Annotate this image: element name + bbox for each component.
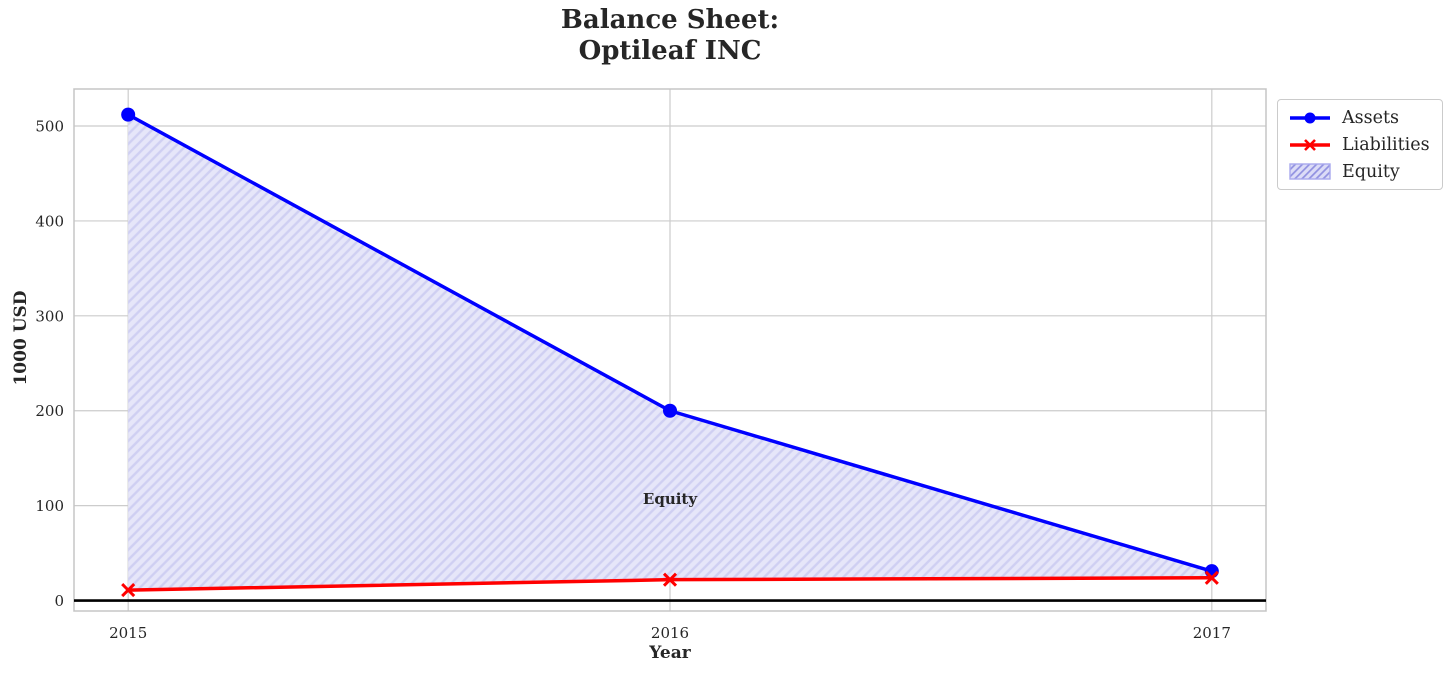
plot-border (73, 88, 1267, 612)
chart-title-line2: Optileaf INC (578, 36, 762, 66)
y-tick-label: 500 (35, 118, 64, 136)
y-tick-label: 400 (35, 212, 64, 230)
legend-label-equity: Equity (1342, 161, 1400, 182)
x-tick-label: 2016 (651, 624, 689, 642)
legend-sample-equity (1289, 162, 1331, 180)
liabilities-marker (1204, 570, 1219, 585)
legend-label-liabilities: Liabilities (1342, 134, 1430, 155)
legend-item-equity: Equity (1288, 159, 1432, 184)
assets-marker (121, 107, 136, 122)
legend: Assets Liabilities Equity (1277, 99, 1443, 190)
legend-item-assets: Assets (1288, 105, 1432, 130)
legend-sample-assets (1290, 112, 1330, 123)
x-axis-label: Year (649, 643, 691, 663)
legend-item-liabilities: Liabilities (1288, 132, 1432, 157)
x-tick-label: 2015 (109, 624, 147, 642)
chart-title-line1: Balance Sheet: (560, 5, 780, 35)
liabilities-marker (662, 572, 678, 587)
y-tick-label: 100 (35, 497, 64, 515)
legend-sample-liabilities (1290, 138, 1330, 151)
y-axis-label: 1000 USD (11, 290, 31, 386)
chart-title: Balance Sheet: Optileaf INC (74, 5, 1266, 67)
legend-label-assets: Assets (1342, 107, 1399, 128)
y-tick-label: 0 (54, 592, 64, 610)
equity-fill-hatch (128, 114, 1212, 591)
assets-marker (663, 403, 677, 418)
y-tick-label: 200 (35, 402, 64, 420)
liabilities-marker (121, 583, 136, 598)
x-tick-label: 2017 (1193, 624, 1231, 642)
equity-annotation: Equity (643, 490, 698, 508)
y-tick-label: 300 (35, 307, 64, 325)
